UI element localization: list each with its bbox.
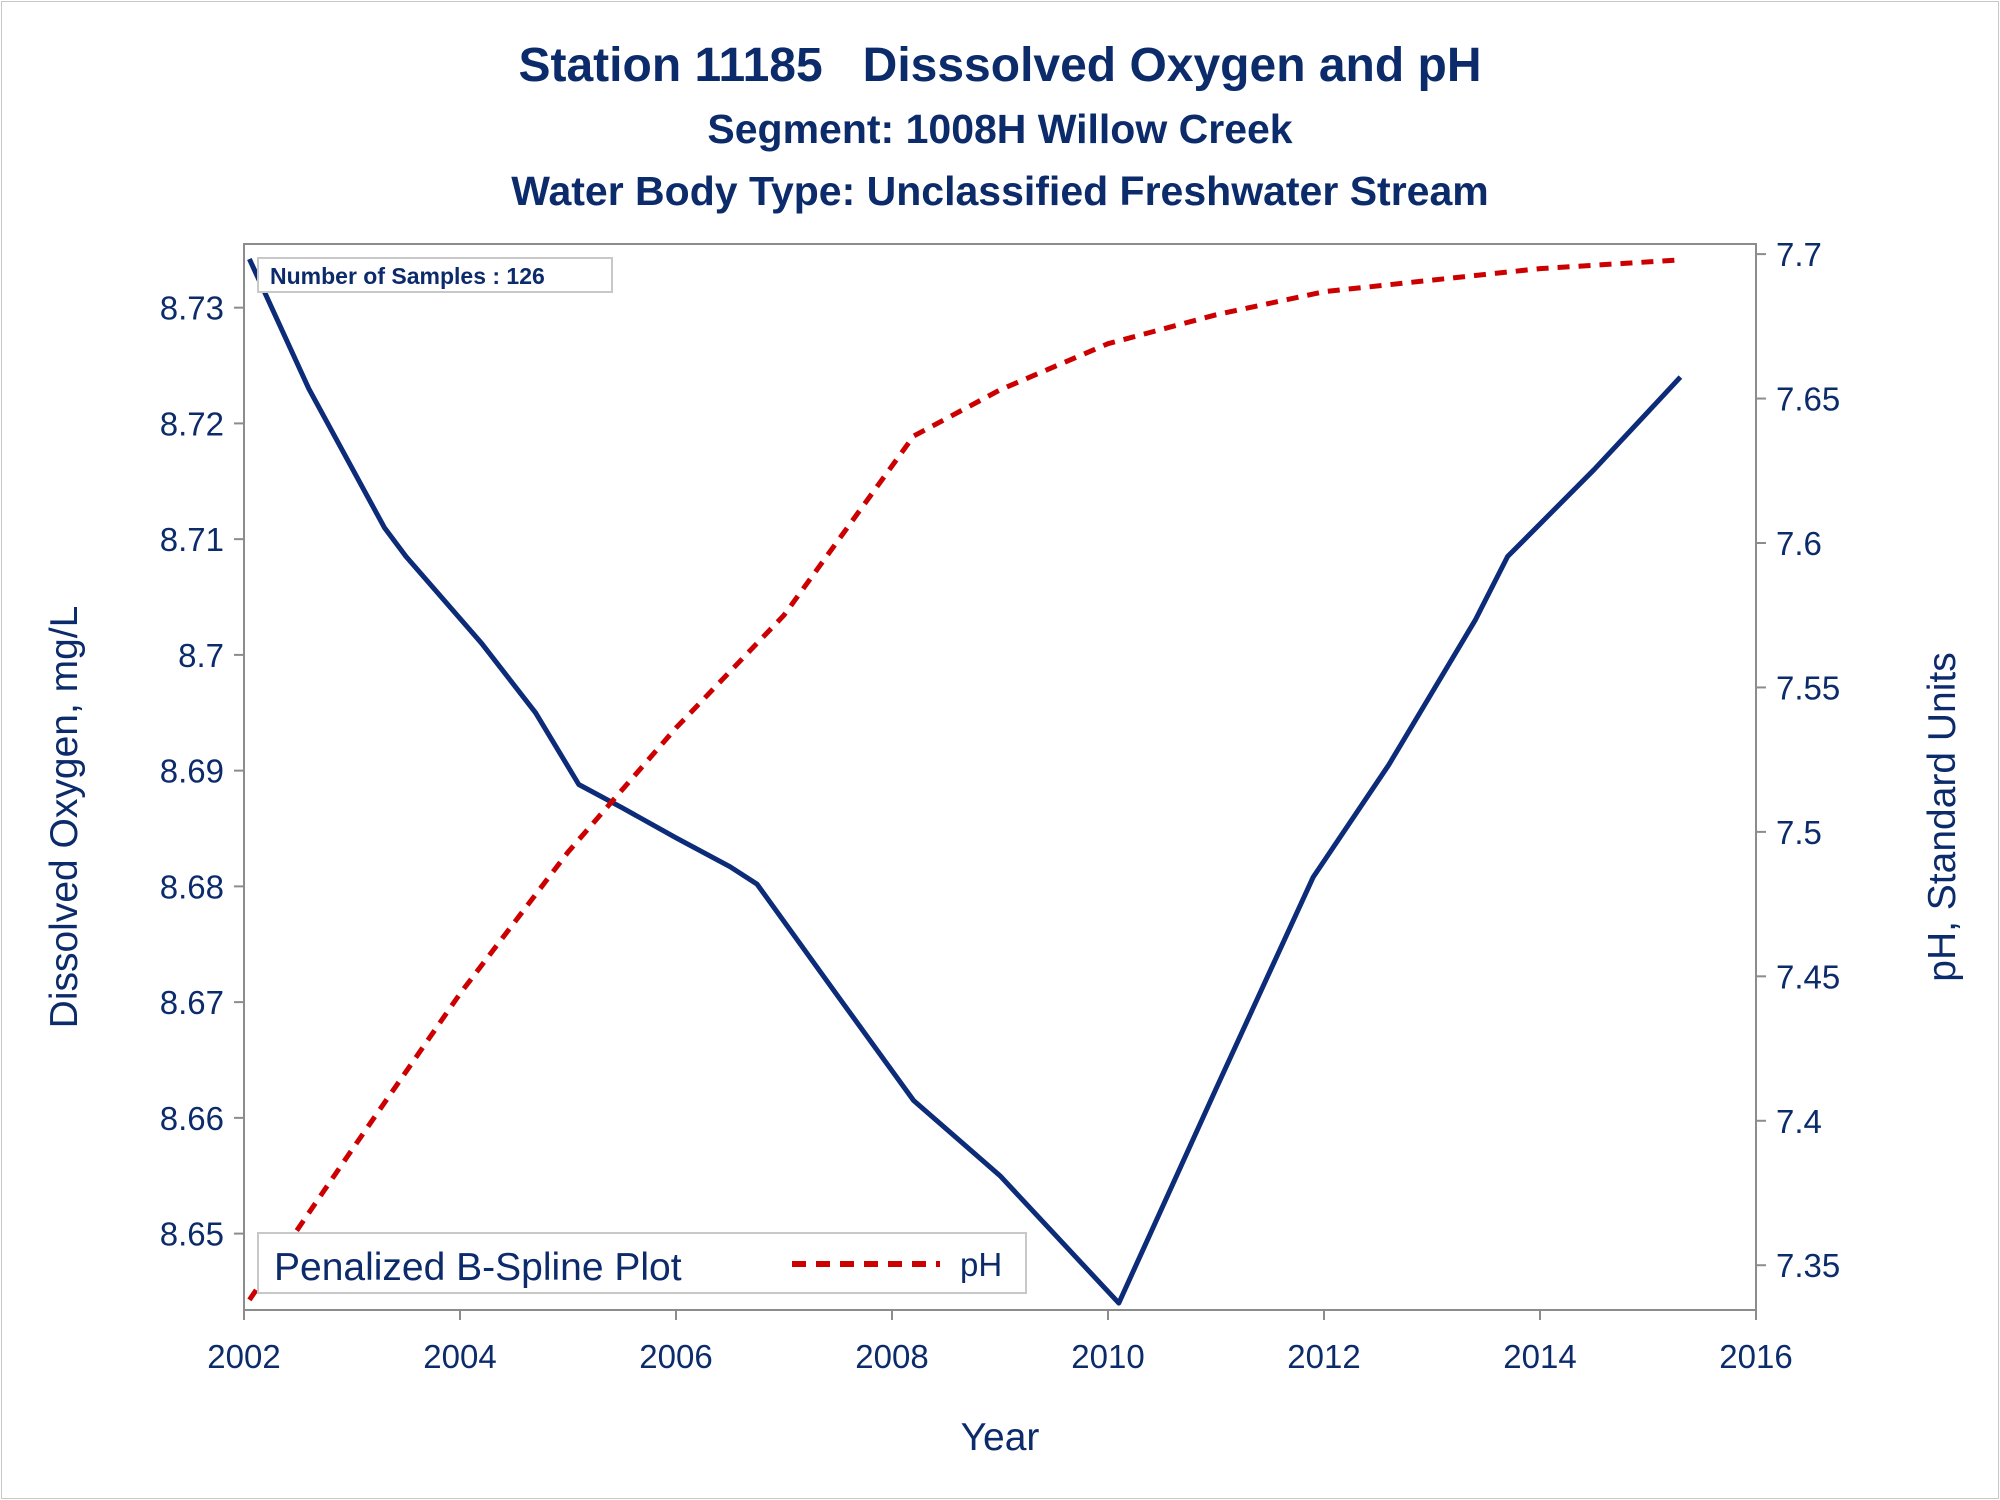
ph-series-line — [247, 257, 1681, 1302]
y2-tick-label: 7.6 — [1776, 525, 1822, 562]
y-tick-label: 8.67 — [160, 984, 224, 1021]
x-tick-label: 2008 — [855, 1338, 928, 1375]
y-tick-label: 8.65 — [160, 1216, 224, 1253]
x-tick-label: 2010 — [1071, 1338, 1144, 1375]
dissolved-oxygen-series-line — [247, 257, 1683, 1306]
plot-area-border — [243, 243, 1757, 1311]
legend-ph-label: pH — [960, 1246, 1002, 1283]
x-tick-label: 2016 — [1719, 1338, 1792, 1375]
y-tick-label: 8.69 — [160, 753, 224, 790]
y2-tick-label: 7.35 — [1776, 1247, 1840, 1284]
y-axis-label: Dissolved Oxygen, mg/L — [43, 606, 86, 1029]
x-tick-label: 2014 — [1503, 1338, 1576, 1375]
y-tick-label: 8.7 — [178, 637, 224, 674]
y2-axis-label: pH, Standard Units — [1921, 652, 1964, 982]
title-station: Station 11185 — [518, 39, 823, 92]
y-tick-label: 8.66 — [160, 1100, 224, 1137]
y-tick-label: 8.71 — [160, 521, 224, 558]
title-subject: Disssolved Oxygen and pH — [862, 39, 1482, 92]
x-tick-label: 2006 — [639, 1338, 712, 1375]
series-group — [247, 257, 1683, 1306]
y2-tick-label: 7.7 — [1776, 236, 1822, 273]
y2-tick-label: 7.65 — [1776, 381, 1840, 418]
y2-tick-label: 7.45 — [1776, 958, 1840, 995]
sample-count-box: Number of Samples : 126 — [257, 257, 613, 293]
sample-count-border — [257, 257, 613, 293]
x-axis-label: Year — [961, 1416, 1040, 1459]
x-tick-label: 2002 — [207, 1338, 280, 1375]
x-tick-label: 2012 — [1287, 1338, 1360, 1375]
y-tick-label: 8.73 — [160, 290, 224, 327]
legend-title: Penalized B-Spline Plot — [274, 1246, 682, 1289]
legend: Penalized B-Spline Plot pH — [257, 1232, 1027, 1294]
chart-title: Station 11185 Disssolved Oxygen and pH — [0, 38, 2000, 93]
x-tick-label: 2004 — [423, 1338, 496, 1375]
chart-subtitle-waterbody: Water Body Type: Unclassified Freshwater… — [511, 168, 1489, 214]
y2-tick-label: 7.55 — [1776, 669, 1840, 706]
y-tick-label: 8.68 — [160, 868, 224, 905]
y2-tick-label: 7.4 — [1776, 1103, 1822, 1140]
y2-tick-label: 7.5 — [1776, 814, 1822, 851]
sample-count-text: Number of Samples : 126 — [270, 263, 545, 289]
y-tick-label: 8.72 — [160, 405, 224, 442]
chart-subtitle-segment: Segment: 1008H Willow Creek — [707, 106, 1293, 152]
axes-group: 2002 2004 2006 2008 2010 2012 2014 2016 8.65 8.66… — [43, 236, 1964, 1459]
